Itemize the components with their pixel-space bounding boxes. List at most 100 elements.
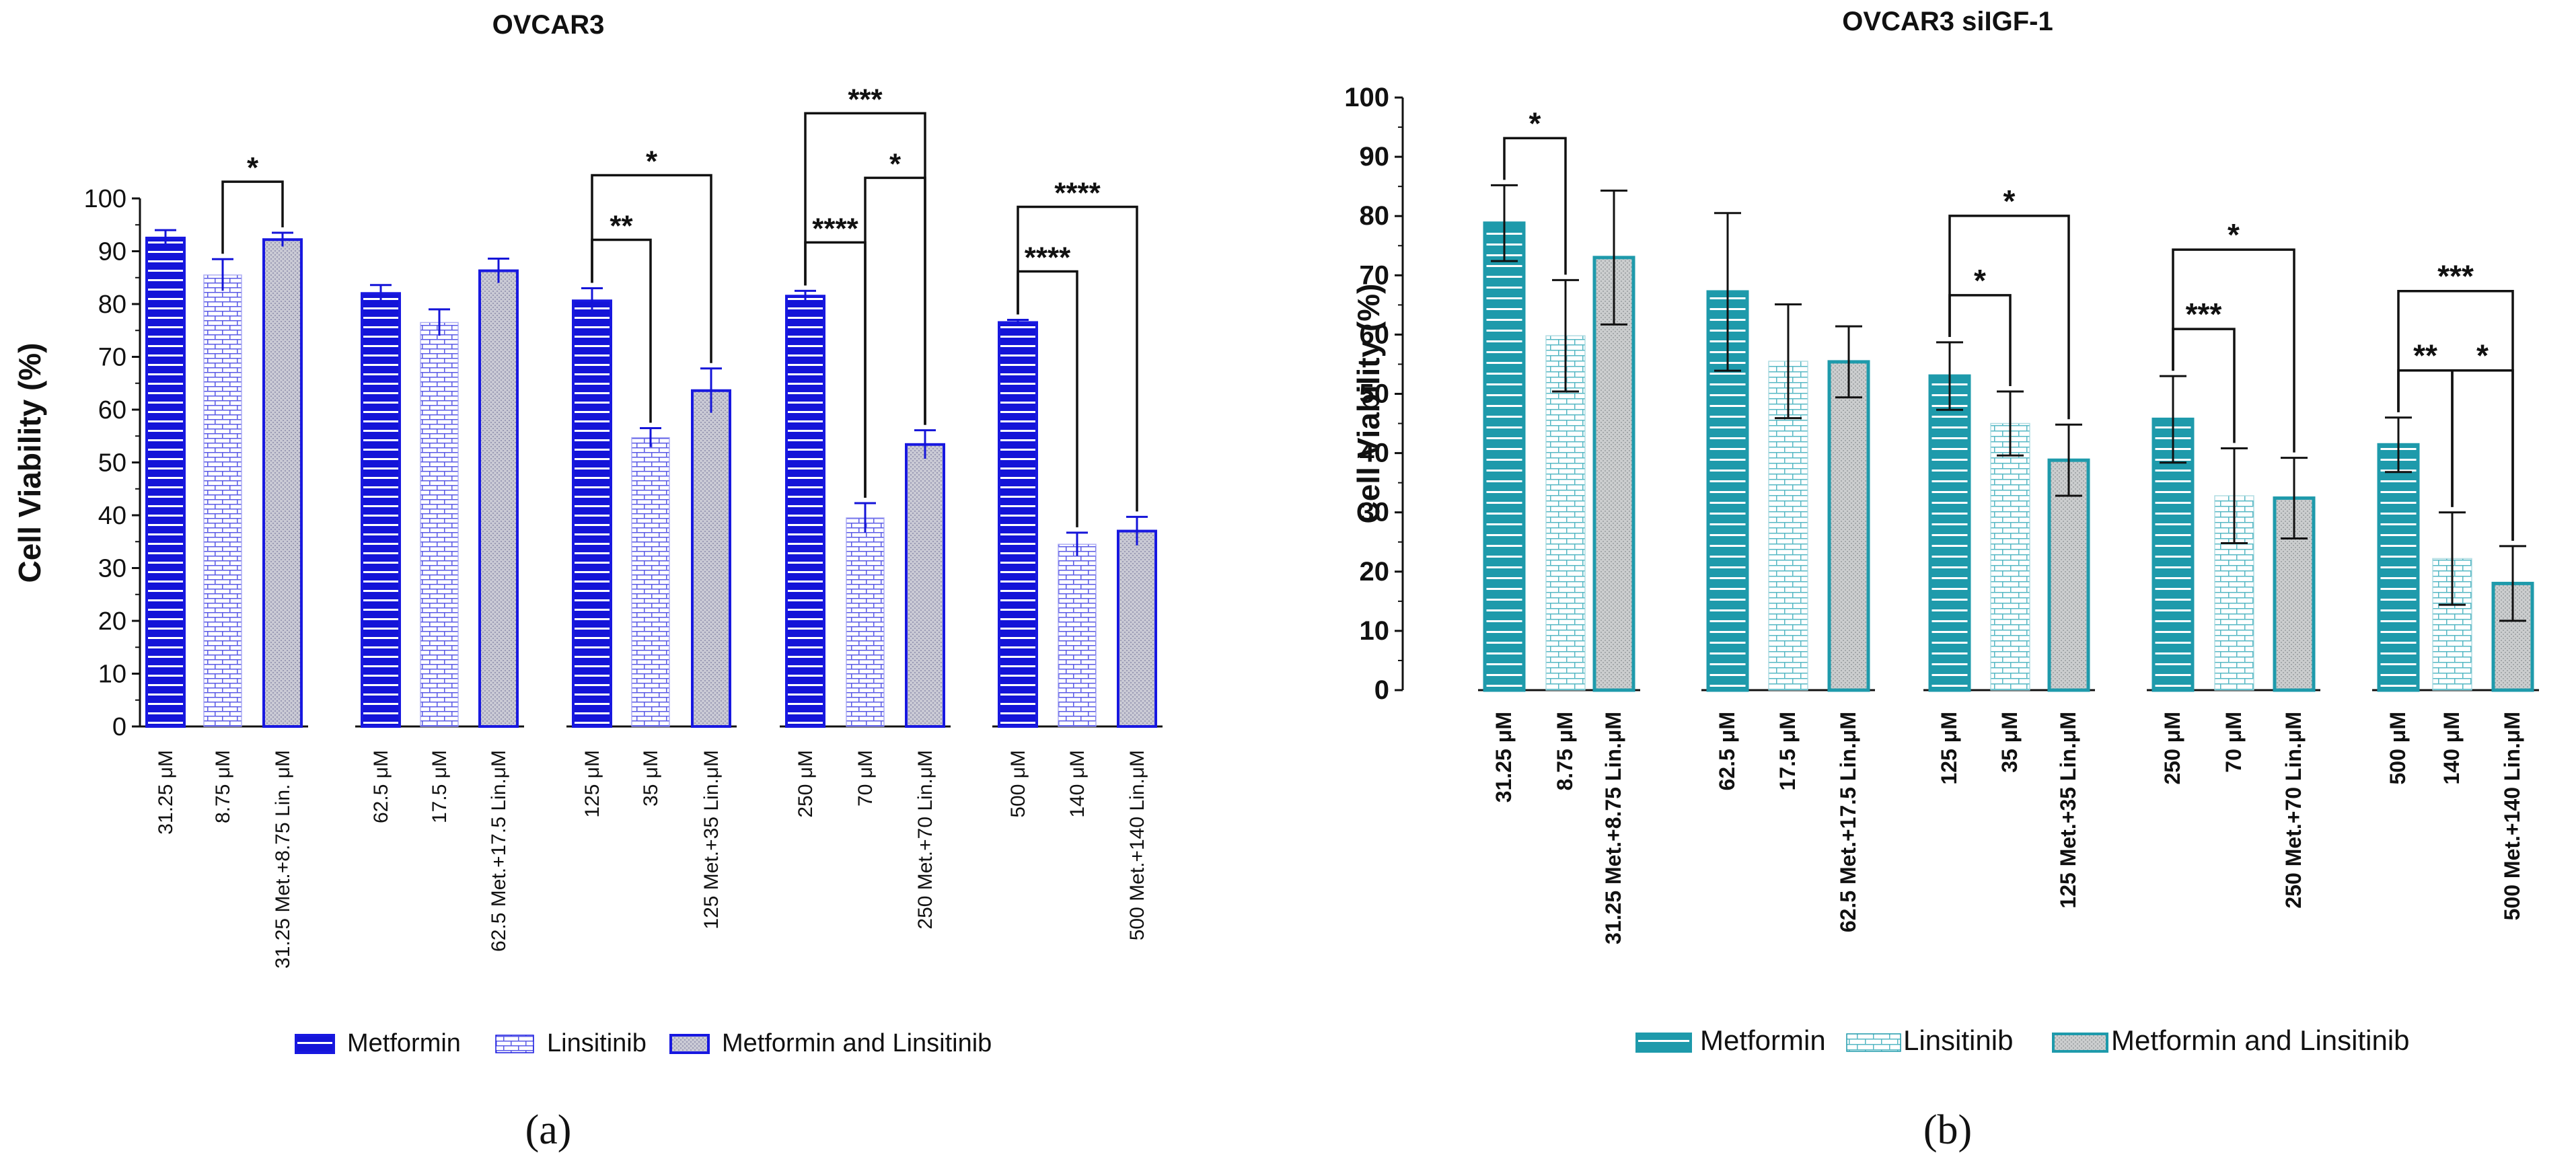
legend-label-metformin: Metformin <box>347 1029 461 1057</box>
significance-bracket <box>2451 369 2514 541</box>
significance-bracket <box>2397 289 2514 541</box>
significance-bracket <box>1017 205 1138 512</box>
significance-label: * <box>2003 184 2016 219</box>
bar-metformin <box>1928 374 1971 692</box>
x-tick-label: 17.5 μM <box>1775 712 1800 790</box>
significance-label: ** <box>610 209 633 242</box>
panel-label: (b) <box>1923 1107 1972 1153</box>
x-tick-label: 31.25 Met.+8.75 Lin.μM <box>1601 712 1625 944</box>
bar-metformin <box>2377 443 2420 692</box>
x-tick-label: 8.75 μM <box>1553 712 1577 790</box>
significance-label: * <box>889 147 901 180</box>
y-tick-label: 10 <box>1360 616 1390 646</box>
significance-label: **** <box>1054 177 1101 210</box>
x-tick-label: 31.25 μM <box>155 750 177 835</box>
panel-b-chart: OVCAR3 siIGF-1 Cell Viability (%) 0 10 20 30 4… <box>1344 7 2539 1153</box>
bar-linsitinib <box>420 322 459 727</box>
significance-label: ** <box>2413 338 2437 373</box>
x-tick-label: 500 μM <box>2386 712 2410 785</box>
y-tick-label: 100 <box>1344 83 1389 112</box>
panel-label: (a) <box>525 1107 572 1153</box>
x-tick-label: 250 Met.+70 Lin.μM <box>914 750 936 930</box>
y-tick-label: 70 <box>98 344 126 372</box>
bar-combination <box>1117 529 1157 728</box>
significance-label: *** <box>848 83 883 116</box>
significance-label: **** <box>1025 241 1071 274</box>
x-tick-label: 35 μM <box>640 750 662 807</box>
x-tick-label: 250 μM <box>2160 712 2184 785</box>
significance-bracket <box>2172 248 2295 453</box>
x-tick-label: 500 Met.+140 Lin.μM <box>2500 712 2524 920</box>
y-tick-label: 30 <box>98 555 126 583</box>
significance-bracket <box>1948 294 2012 386</box>
x-tick-label: 70 μM <box>2221 712 2246 773</box>
x-tick-label: 8.75 μM <box>212 750 234 823</box>
x-tick-label: 62.5 μM <box>1715 712 1739 790</box>
legend-swatch-metformin <box>1635 1033 1692 1053</box>
significance-bracket <box>804 112 926 425</box>
chart-title: OVCAR3 siIGF-1 <box>1842 7 2053 36</box>
x-tick-label: 17.5 μM <box>429 750 451 823</box>
legend-label-metformin: Metformin <box>1700 1024 1826 1056</box>
bar-metformin <box>361 292 401 728</box>
y-tick-label: 0 <box>1374 675 1389 705</box>
bar-linsitinib <box>1545 335 1586 691</box>
bar-linsitinib <box>1058 544 1097 727</box>
legend-swatch-linsitinib <box>495 1035 534 1053</box>
x-tick-label: 125 Met.+35 Lin.μM <box>2056 712 2080 909</box>
y-tick-label: 80 <box>98 291 126 319</box>
panel-a-chart: OVCAR3 Cell Viability (%) 0 10 20 30 40 50 60 70 8… <box>12 10 1163 1153</box>
significance-label: * <box>2476 338 2489 373</box>
bar-combination <box>691 389 731 728</box>
significance-label: *** <box>2186 297 2222 332</box>
x-tick-label: 250 μM <box>795 750 817 818</box>
legend-swatch-linsitinib <box>1846 1033 1901 1052</box>
x-tick-label: 500 Met.+140 Lin.μM <box>1126 750 1148 940</box>
legend-label-linsitinib: Linsitinib <box>547 1029 647 1057</box>
y-tick-label: 50 <box>1360 379 1390 409</box>
legend-swatch-combination <box>2052 1033 2108 1053</box>
bar-combination <box>905 443 945 728</box>
x-tick-label: 70 μM <box>854 750 877 807</box>
legend-swatch-metformin <box>295 1034 335 1054</box>
x-tick-label: 125 μM <box>581 750 603 818</box>
x-tick-label: 31.25 Met.+8.75 Lin. μM <box>272 750 294 969</box>
bar-metformin <box>998 321 1038 728</box>
chart-title: OVCAR3 <box>492 10 605 40</box>
y-tick-label: 10 <box>98 661 126 689</box>
bar-linsitinib <box>203 274 242 727</box>
bar-combination <box>262 238 303 728</box>
bar-linsitinib <box>631 437 670 727</box>
y-tick-label: 80 <box>1360 201 1390 231</box>
bar-metformin <box>572 299 612 728</box>
y-tick-label: 30 <box>1360 498 1390 527</box>
y-axis-label: Cell Viability (%) <box>1351 283 1386 523</box>
legend-swatch-combination <box>669 1034 710 1054</box>
y-tick-label: 70 <box>1360 260 1390 290</box>
x-tick-label: 35 μM <box>1997 712 2022 773</box>
bar-metformin <box>1483 221 1526 692</box>
x-tick-label: 62.5 Met.+17.5 Lin.μM <box>488 750 510 952</box>
y-tick-label: 100 <box>84 185 126 213</box>
x-tick-label: 62.5 Met.+17.5 Lin.μM <box>1836 712 1860 932</box>
y-tick-label: 90 <box>98 238 126 266</box>
bar-combination <box>2047 458 2090 692</box>
y-tick-label: 20 <box>1360 557 1390 587</box>
bar-linsitinib <box>1990 423 2030 691</box>
y-tick-label: 60 <box>1360 320 1390 349</box>
y-tick-label: 50 <box>98 449 126 478</box>
significance-label: * <box>646 145 658 178</box>
legend-label-linsitinib: Linsitinib <box>1903 1024 2013 1056</box>
bar-combination <box>478 269 519 728</box>
x-tick-label: 500 μM <box>1007 750 1029 818</box>
bar-metformin <box>785 295 825 728</box>
significance-label: * <box>1974 263 1986 298</box>
x-tick-label: 62.5 μM <box>370 750 392 823</box>
significance-label: **** <box>812 212 858 245</box>
x-tick-label: 31.25 μM <box>1492 712 1516 802</box>
y-tick-label: 20 <box>98 607 126 636</box>
bar-metformin <box>145 236 186 728</box>
y-axis-label: Cell Viability (%) <box>12 342 47 583</box>
x-tick-label: 250 Met.+70 Lin.μM <box>2281 712 2306 909</box>
